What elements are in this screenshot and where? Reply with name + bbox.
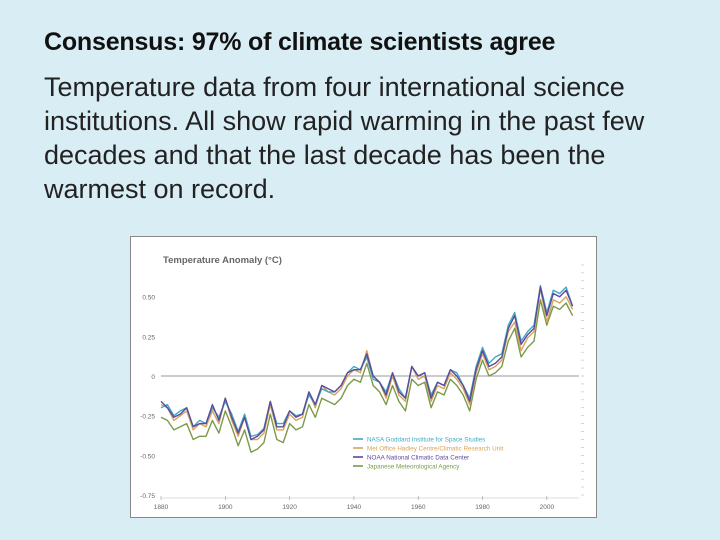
x-tick-label: 1900	[218, 504, 233, 511]
series-line	[160, 299, 574, 453]
x-tick-label: 1920	[282, 504, 297, 511]
series-line	[160, 284, 574, 438]
x-tick-label: 1980	[475, 504, 490, 511]
y-tick-label: -0.25	[140, 414, 155, 421]
chart-title: Temperature Anomaly (°C)	[163, 255, 282, 266]
x-tick-label: 1960	[411, 504, 426, 511]
series-line	[160, 286, 574, 441]
x-tick-label: 1880	[154, 504, 169, 511]
slide-body-text: Temperature data from four international…	[44, 72, 645, 204]
y-tick-label: -0.50	[140, 453, 155, 460]
slide-title: Consensus: 97% of climate scientists agr…	[44, 28, 556, 56]
x-tick-label: 2000	[540, 504, 555, 511]
legend-label: NASA Goddard Institute for Space Studies	[367, 437, 485, 444]
y-tick-label: -0.75	[140, 493, 155, 500]
x-tick-label: 1940	[347, 504, 362, 511]
chart-svg: Temperature Anomaly (°C) 0.50 0.25 0 -0.25 -0…	[140, 255, 584, 511]
legend-label: NOAA National Climatic Data Center	[367, 455, 469, 462]
y-tick-label: 0.50	[142, 295, 155, 302]
legend-label: Japanese Meteorological Agency	[367, 464, 460, 471]
temperature-chart: Temperature Anomaly (°C) 0.50 0.25 0 -0.25 -0…	[130, 236, 597, 518]
y-tick-label: 0.25	[142, 334, 155, 341]
legend-label: Met Office Hadley Centre/Climatic Resear…	[367, 446, 504, 453]
y-tick-label: 0	[151, 374, 155, 381]
